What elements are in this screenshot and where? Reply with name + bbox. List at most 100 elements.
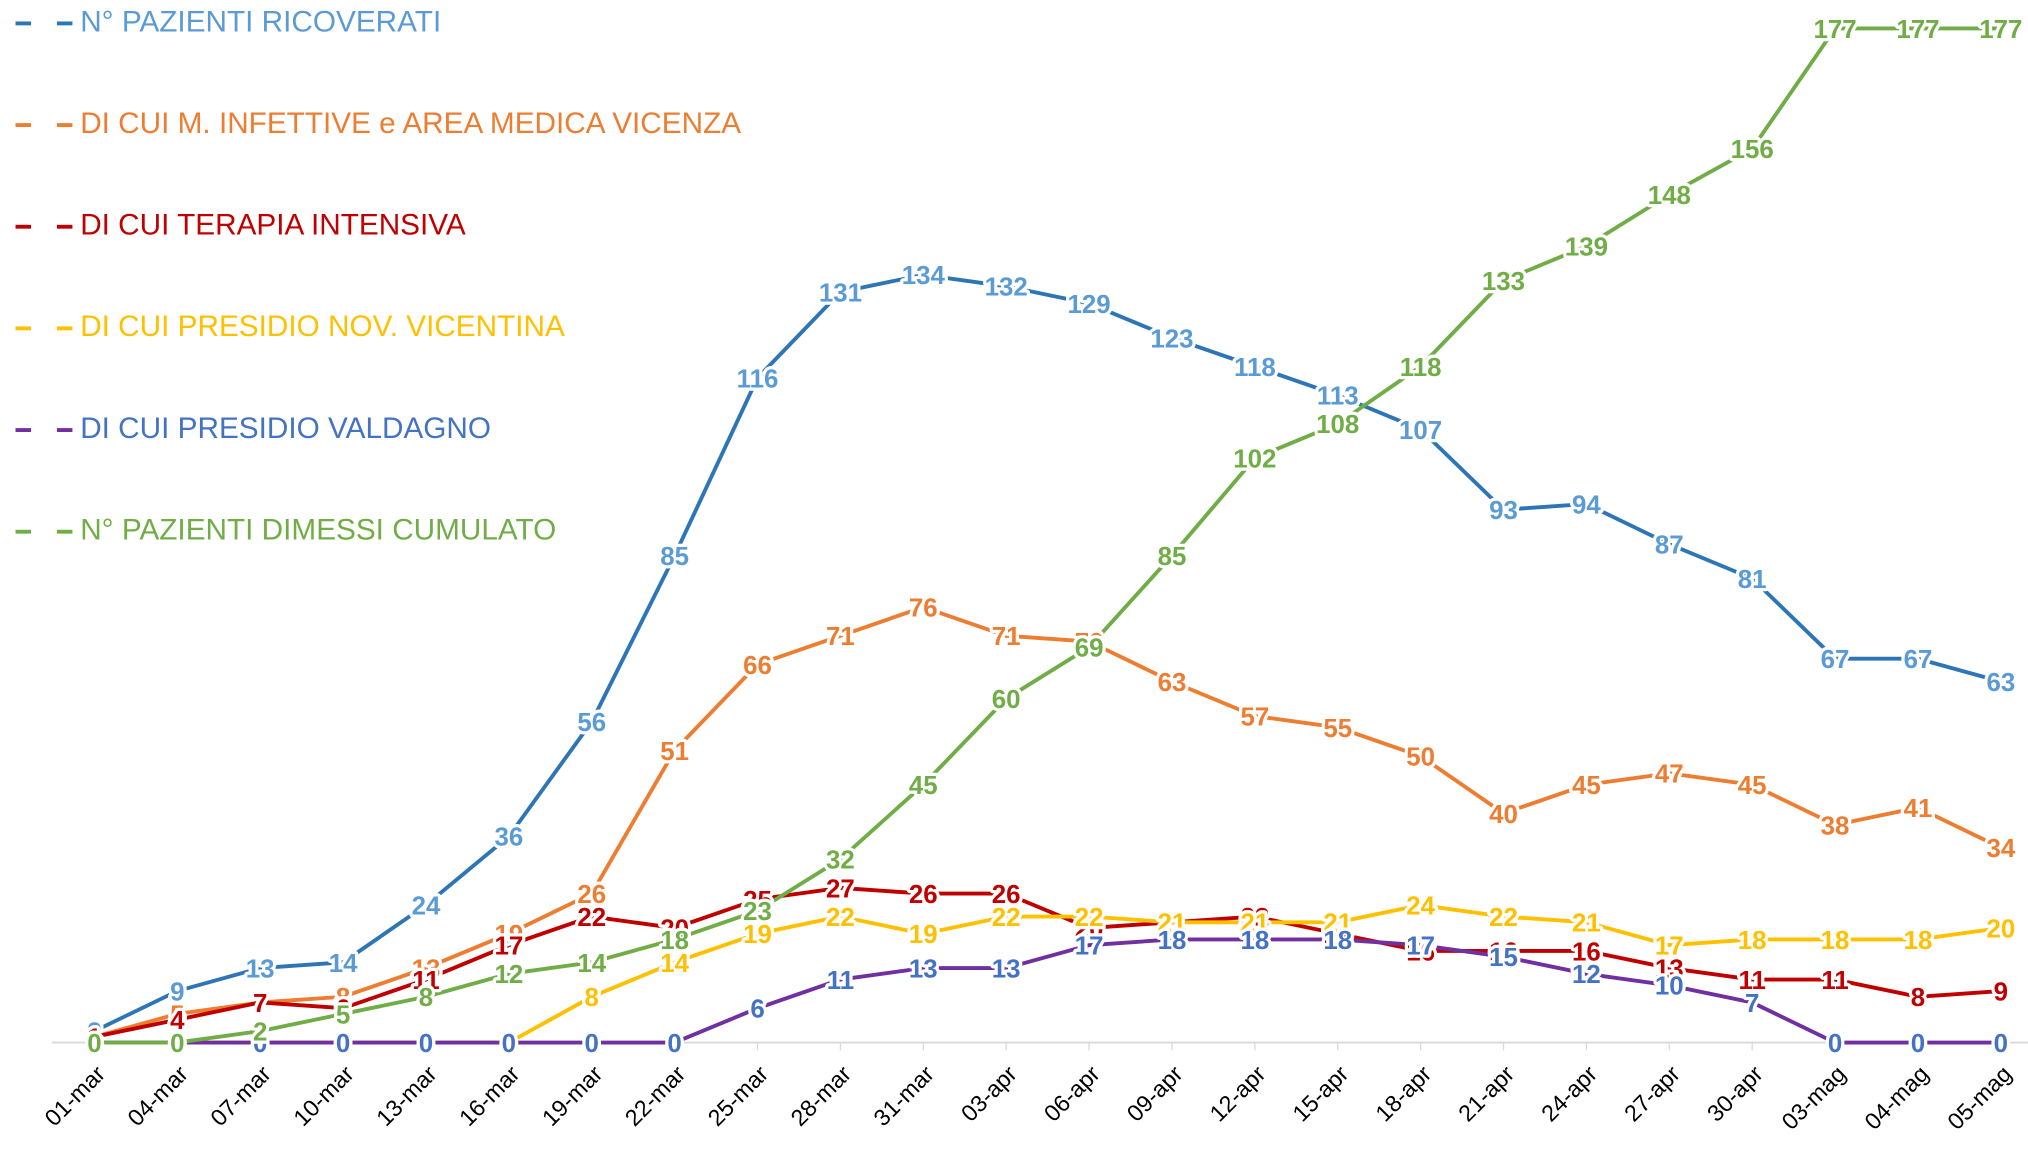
data-label: 0 (502, 1030, 516, 1058)
data-label: 81 (1738, 566, 1767, 594)
data-label: 45 (1572, 772, 1601, 800)
data-label: 108 (1316, 411, 1359, 439)
x-tick-label: 16-mar (454, 1060, 525, 1131)
data-label: 118 (1234, 354, 1276, 382)
data-label: 0 (336, 1030, 350, 1058)
data-label: 41 (1904, 795, 1933, 823)
data-label: 7 (253, 990, 267, 1018)
legend-label: DI CUI PRESIDIO NOV. VICENTINA (80, 310, 565, 343)
data-label: 11 (827, 967, 854, 995)
data-label: 55 (1323, 715, 1352, 743)
data-label: 0 (585, 1030, 599, 1058)
data-label: 156 (1731, 136, 1774, 164)
data-label: 177 (1813, 16, 1856, 44)
data-label: 63 (1158, 669, 1187, 697)
data-label: 66 (743, 652, 772, 680)
data-label: 6 (750, 996, 764, 1024)
data-label: 71 (826, 623, 855, 651)
data-label: 19 (1323, 921, 1352, 949)
data-label: 20 (1075, 915, 1104, 943)
data-label: 13 (1655, 956, 1684, 984)
data-label: 8 (585, 984, 599, 1012)
data-label: 11 (1821, 967, 1848, 995)
x-tick-label: 07-mar (205, 1060, 276, 1131)
data-label: 22 (992, 904, 1021, 932)
data-label: 22 (1075, 904, 1104, 932)
data-label: 177 (1896, 16, 1939, 44)
data-label: 17 (1075, 933, 1104, 961)
data-label: 8 (336, 984, 350, 1012)
data-label: 116 (737, 365, 779, 393)
data-label: 5 (170, 1001, 184, 1029)
data-label: 22 (577, 904, 606, 932)
data-label: 0 (253, 1030, 267, 1058)
data-label: 0 (87, 1030, 101, 1058)
data-label: 2 (87, 1019, 101, 1047)
data-label: 13 (412, 956, 441, 984)
data-label: 8 (419, 984, 433, 1012)
x-tick-label: 13-mar (371, 1060, 442, 1131)
series-line (94, 937, 2001, 1045)
data-label: 7 (253, 990, 267, 1018)
data-label: 1 (87, 1024, 101, 1052)
data-label: 107 (1399, 417, 1442, 445)
data-label: 0 (1994, 1030, 2008, 1058)
data-label: 21 (1240, 910, 1269, 938)
x-tick-label: 12-apr (1205, 1060, 1271, 1126)
data-label: 60 (992, 686, 1021, 714)
data-label: 21 (1158, 910, 1187, 938)
series-line (94, 26, 2001, 1045)
data-label: 27 (826, 875, 855, 903)
data-label: 13 (246, 956, 275, 984)
data-label: 18 (1158, 927, 1187, 955)
data-label: 16 (1406, 938, 1435, 966)
data-label: 26 (577, 881, 606, 909)
data-label: 17 (1406, 933, 1435, 961)
data-label: 21 (1572, 910, 1601, 938)
data-label: 23 (743, 898, 772, 926)
data-label: 0 (170, 1030, 184, 1058)
x-tick-label: 21-apr (1453, 1060, 1519, 1126)
data-label: 85 (1158, 543, 1187, 571)
data-label: 113 (1317, 383, 1359, 411)
data-label: 14 (660, 950, 689, 978)
x-tick-label: 18-apr (1370, 1060, 1436, 1126)
data-label: 38 (1821, 812, 1850, 840)
data-label: 9 (170, 978, 184, 1006)
data-label: 13 (992, 956, 1021, 984)
data-label: 19 (909, 921, 938, 949)
x-tick-label: 09-apr (1122, 1060, 1188, 1126)
x-tick-label: 05-mag (1942, 1061, 2016, 1135)
data-label: 25 (743, 887, 772, 915)
data-label: 18 (1738, 927, 1767, 955)
data-label: 21 (1158, 910, 1187, 938)
data-label: 45 (1738, 772, 1767, 800)
legend-label: N° PAZIENTI DIMESSI CUMULATO (80, 514, 556, 547)
data-label: 40 (1489, 801, 1518, 829)
data-label: 26 (992, 881, 1021, 909)
data-label: 93 (1489, 497, 1518, 525)
data-label: 133 (1482, 268, 1525, 296)
data-label: 14 (329, 950, 358, 978)
data-label: 85 (660, 543, 689, 571)
data-label: 8 (1911, 984, 1925, 1012)
data-label: 9 (1994, 978, 2008, 1006)
data-label: 0 (419, 1030, 433, 1058)
data-label: 4 (170, 1007, 185, 1035)
data-label: 87 (1655, 532, 1684, 560)
data-label: 71 (992, 623, 1021, 651)
data-label: 20 (1986, 915, 2015, 943)
data-label: 0 (336, 1030, 350, 1058)
data-label: 0 (87, 1030, 101, 1058)
data-label: 24 (1406, 892, 1435, 920)
data-label: 0 (419, 1030, 433, 1058)
series-line (94, 885, 2001, 1039)
data-label: 132 (985, 274, 1028, 302)
data-label: 24 (412, 892, 441, 920)
data-label: 11 (412, 967, 439, 995)
legend-label: DI CUI TERAPIA INTENSIVA (80, 209, 466, 242)
x-tick-label: 24-apr (1536, 1060, 1602, 1126)
x-tick-label: 03-apr (956, 1060, 1022, 1126)
data-label: 148 (1648, 182, 1691, 210)
